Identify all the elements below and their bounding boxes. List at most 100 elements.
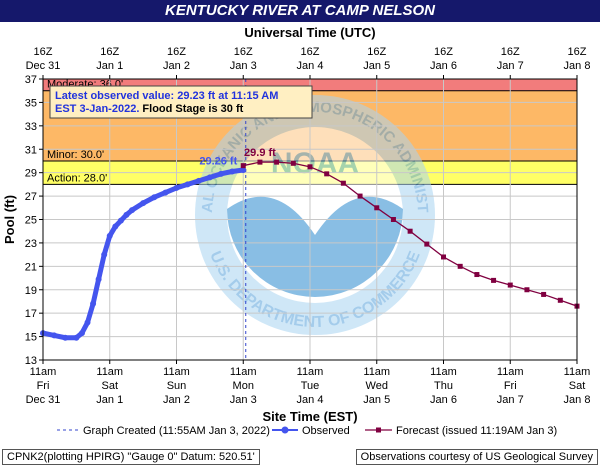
observed-latest-label: 29.26 ft (199, 156, 237, 168)
forecast-point (374, 205, 380, 211)
bottom-tick-day: Sat (101, 380, 118, 392)
top-tick-date: Jan 3 (230, 60, 257, 72)
y-tick-label: 37 (25, 74, 37, 86)
bottom-tick-day: Sun (167, 380, 187, 392)
forecast-peak-label: 29.9 ft (244, 147, 276, 159)
observed-point (73, 334, 80, 341)
bottom-tick-time: 11am (564, 366, 591, 378)
observed-point (240, 166, 247, 173)
forecast-point (324, 171, 330, 177)
bottom-tick-date: Jan 3 (230, 394, 257, 406)
info-box-line2: EST 3-Jan-2022. Flood Stage is 30 ft (55, 103, 244, 115)
y-tick-label: 17 (25, 308, 37, 320)
forecast-point (390, 217, 396, 222)
info-box-date: EST 3-Jan-2022. (55, 103, 139, 115)
observed-point (218, 170, 224, 177)
top-tick-date: Jan 8 (564, 60, 591, 72)
observed-point (95, 276, 102, 283)
band-label-action: Action: 28.0' (47, 172, 107, 184)
axes: 13 15 17 19 21 23 25 27 29 31 33 35 37 Pool (ft) 11am F… (2, 25, 590, 424)
observed-point (151, 194, 158, 201)
observed-point (112, 223, 119, 230)
forecast-point (307, 164, 313, 170)
forecast-point (290, 160, 296, 166)
bottom-tick-date: Jan 2 (163, 394, 190, 406)
y-tick-label: 33 (25, 121, 37, 133)
bottom-tick-day: Wed (366, 380, 388, 392)
bottom-tick-time: 11am (430, 366, 457, 378)
footer: CPNK2(plotting HPIRG) "Gauge 0" Datum: 5… (0, 447, 600, 465)
y-axis-label: Pool (ft) (2, 195, 17, 244)
observed-point (84, 319, 91, 326)
info-box-line1: Latest observed value: 29.23 ft at 11:15… (55, 90, 278, 102)
datum-info: CPNK2(plotting HPIRG) "Gauge 0" Datum: 5… (2, 449, 260, 465)
y-tick-label: 19 (25, 285, 37, 297)
forecast-point (240, 163, 246, 169)
y-tick-label: 27 (25, 191, 37, 203)
bottom-tick-time: 11am (30, 366, 57, 378)
chart-title: KENTUCKY RIVER AT CAMP NELSON (0, 0, 600, 22)
y-tick-label: 21 (25, 261, 37, 273)
observed-point (229, 168, 236, 175)
observed-point (90, 300, 97, 307)
bottom-tick-date: Jan 8 (564, 394, 591, 406)
top-tick-date: Jan 5 (363, 60, 390, 72)
data-series (40, 79, 580, 360)
legend-created-label: Graph Created (11:55AM Jan 3, 2022) (83, 425, 270, 437)
y-tick-label: 15 (25, 332, 37, 344)
y-tick-label: 23 (25, 238, 37, 250)
forecast-point (541, 291, 547, 297)
bottom-tick-date: Dec 31 (26, 394, 61, 406)
observed-point (195, 177, 202, 184)
bottom-tick-day: Tue (301, 380, 320, 392)
bottom-tick-day: Mon (233, 380, 254, 392)
y-tick-label: 29 (25, 168, 37, 180)
bottom-tick-date: Jan 7 (497, 394, 524, 406)
bottom-tick-date: Jan 6 (430, 394, 457, 406)
top-tick-time: 16Z (367, 46, 386, 58)
forecast-point (274, 159, 280, 165)
forecast-point (507, 282, 513, 288)
bottom-tick-date: Jan 4 (297, 394, 324, 406)
forecast-point (474, 272, 480, 278)
info-box-flood-stage: Flood Stage is 30 ft (139, 103, 243, 115)
bottom-tick-day: Sat (569, 380, 586, 392)
bottom-tick-date: Jan 5 (363, 394, 390, 406)
observed-point (206, 174, 213, 181)
forecast-point (441, 254, 446, 260)
y-tick-label: 25 (25, 215, 37, 227)
bottom-tick-time: 11am (297, 366, 324, 378)
observed-point (62, 334, 69, 341)
top-tick-time: 16Z (434, 46, 453, 58)
y-tick-label: 35 (25, 97, 37, 109)
observed-point (51, 332, 58, 339)
top-tick-time: 16Z (34, 46, 53, 58)
bottom-tick-day: Thu (434, 380, 453, 392)
forecast-point (257, 159, 263, 165)
observed-point (173, 184, 180, 191)
top-tick-time: 16Z (167, 46, 186, 58)
watermark-center: NOAA (271, 147, 359, 180)
top-tick-date: Jan 4 (297, 60, 324, 72)
y-tick-label: 13 (25, 355, 37, 367)
top-tick-date: Jan 7 (497, 60, 524, 72)
forecast-point (457, 263, 463, 269)
annotations: 29.26 ft 29.9 ft Latest observed value: 29… (49, 85, 313, 168)
watermark-seagull-shape (227, 196, 403, 297)
observed-point (184, 181, 191, 188)
observed-point (78, 330, 85, 337)
top-tick-time: 16Z (568, 46, 587, 58)
observed-point (129, 207, 135, 214)
observed-point (117, 217, 124, 224)
top-tick-date: Jan 2 (163, 60, 190, 72)
forecast-point (340, 180, 346, 186)
top-tick-date: Dec 31 (26, 60, 61, 72)
top-tick-time: 16Z (234, 46, 253, 58)
bottom-tick-time: 11am (497, 366, 524, 378)
forecast-point (407, 228, 413, 234)
bottom-axis-label: Site Time (EST) (262, 409, 357, 424)
bottom-tick-time: 11am (163, 366, 190, 378)
top-tick-date: Jan 6 (430, 60, 457, 72)
legend-forecast-label: Forecast (issued 11:19AM Jan 3) (396, 425, 557, 437)
